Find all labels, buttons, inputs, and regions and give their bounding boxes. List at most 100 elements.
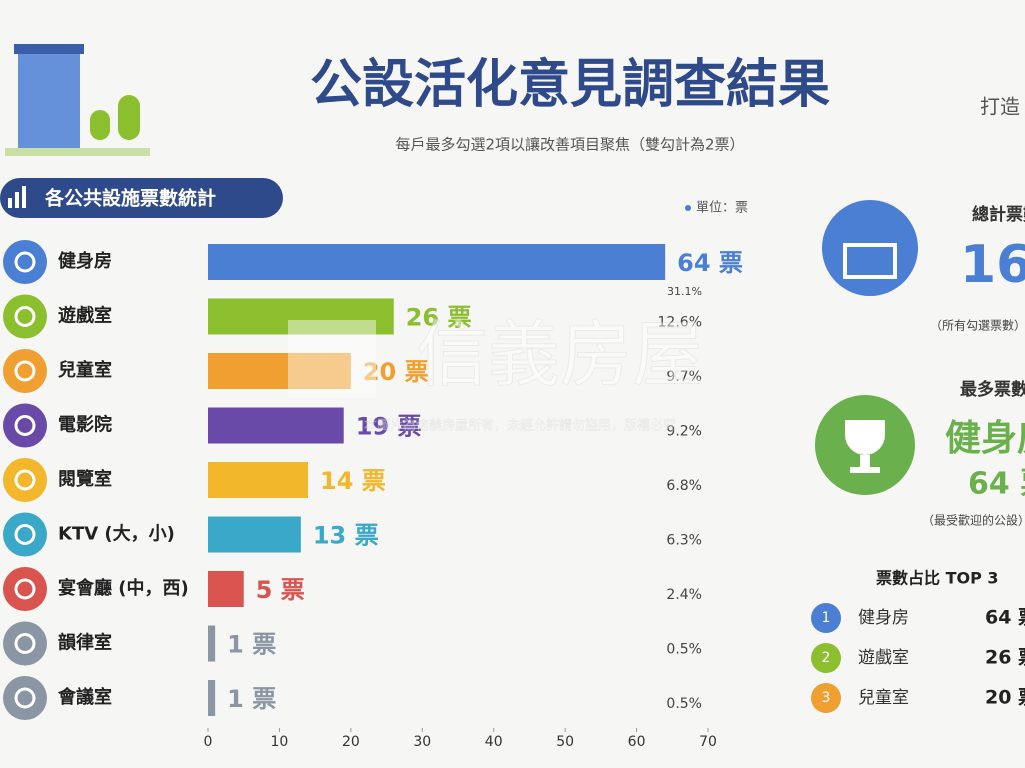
rank-value: 26 票	[985, 647, 1025, 669]
icon-glyph	[14, 415, 36, 436]
category-icon	[3, 676, 47, 720]
building-icon	[5, 44, 150, 156]
top-title: 最多票數	[960, 379, 1025, 400]
bar	[208, 680, 216, 716]
value-label: 26 票	[406, 304, 472, 332]
category-label: 宴會廳 (中，西)	[58, 577, 189, 599]
category-icon	[3, 403, 47, 448]
bar	[208, 353, 351, 389]
value-label: 1 票	[227, 631, 276, 659]
share-label: 2.4%	[666, 587, 702, 603]
value-label: 14 票	[320, 467, 386, 495]
icon-glyph	[14, 633, 36, 654]
top-value: 64 票	[968, 467, 1025, 502]
page-subtitle: 每戶最多勾選2項以讓改善項目聚焦（雙勾計為2票）	[395, 136, 744, 154]
bar	[208, 407, 344, 444]
bar	[208, 516, 301, 553]
category-icon	[3, 567, 47, 611]
category-icon	[3, 349, 47, 393]
rank-badge	[811, 603, 841, 633]
category-label: 閱覽室	[58, 468, 112, 490]
section-title: 各公共設施票數統計	[44, 187, 216, 210]
x-tick-label: 60	[628, 734, 646, 750]
ballot-icon	[822, 200, 918, 296]
rank-number: 2	[822, 650, 831, 666]
share-label: 9.2%	[666, 424, 702, 440]
tagline: 打造	[980, 95, 1020, 119]
rank-name: 兒童室	[858, 688, 909, 708]
icon-glyph	[14, 687, 36, 709]
trophy	[845, 420, 885, 473]
rank-number: 3	[822, 690, 831, 706]
category-label: 電影院	[58, 414, 112, 436]
value-label: 64 票	[677, 249, 743, 277]
unit-note: 單位：票	[696, 201, 748, 216]
total-note: （所有勾選票數）	[930, 319, 1025, 333]
x-tick-label: 10	[271, 734, 289, 750]
share-label: 0.5%	[666, 642, 702, 658]
x-tick-label: 40	[485, 734, 503, 750]
rank-list: 1 健身房 64 票 2 遊戲室 26 票 3 兒童室 20 票	[811, 603, 1025, 713]
rank-number: 1	[822, 610, 831, 626]
value-label: 19 票	[356, 413, 422, 441]
share-label: 9.7%	[666, 369, 702, 385]
category-icon	[3, 240, 47, 284]
category-label: 會議室	[58, 686, 112, 708]
watermark-notice: 本圖片為信義房屋所有，未經允許請勿盜用，版權必究	[364, 418, 676, 434]
page-title: 公設活化意見調查結果	[310, 55, 830, 115]
x-tick-label: 0	[204, 734, 213, 750]
summary-panel: 總計票數 163 （所有勾選票數） 最多票數 健身房 64 票 （最受歡迎的公設…	[811, 200, 1025, 713]
share-label: 12.6%	[658, 315, 702, 331]
total-value: 163	[960, 235, 1025, 295]
category-label: 韻律室	[58, 632, 112, 654]
value-label: 13 票	[313, 522, 379, 550]
category-icon	[3, 512, 47, 557]
bars-icon	[8, 186, 26, 208]
top-note: （最受歡迎的公設）	[922, 513, 1025, 528]
watermark: 信義房屋 本圖片為信義房屋所有，未經允許請勿盜用，版權必究	[288, 312, 705, 434]
rank-title: 票數占比 TOP 3	[876, 569, 999, 588]
share-label: 31.1%	[667, 285, 702, 298]
share-label: 6.8%	[666, 478, 702, 494]
unit-dot	[685, 205, 691, 211]
bar	[208, 462, 308, 498]
watermark-brand: 信義房屋	[416, 313, 704, 397]
icon-glyph	[14, 578, 36, 600]
ballot-box	[843, 243, 897, 279]
icon-glyph	[14, 251, 36, 273]
icon-glyph	[14, 524, 36, 545]
category-label: 遊戲室	[58, 305, 112, 327]
rank-name: 健身房	[858, 608, 909, 628]
plot: 0 10 20 30 40 50 60 70 健身房 64 票 31.1% 遊戲室 26 票 12.6% 兒…	[3, 240, 743, 750]
rank-value: 64 票	[985, 607, 1025, 629]
x-tick-label: 30	[413, 734, 431, 750]
bar	[208, 625, 216, 662]
bar	[208, 244, 666, 280]
x-tick-label: 50	[556, 734, 574, 750]
bar	[208, 571, 244, 607]
x-tick-label: 70	[699, 734, 717, 750]
share-label: 6.3%	[666, 533, 702, 549]
rank-value: 20 票	[985, 687, 1025, 709]
top-name: 健身房	[945, 418, 1025, 459]
category-label: 兒童室	[58, 359, 112, 381]
icon-glyph	[14, 360, 36, 382]
category-label: KTV (大，小)	[58, 523, 175, 545]
rank-name: 遊戲室	[858, 648, 909, 668]
total-title: 總計票數	[972, 204, 1025, 225]
category-label: 健身房	[58, 250, 112, 272]
category-icon	[3, 621, 47, 666]
share-label: 0.5%	[666, 696, 702, 712]
value-label: 1 票	[227, 685, 276, 713]
section-banner	[0, 178, 283, 218]
bar	[208, 298, 394, 335]
icon-glyph	[14, 306, 36, 327]
value-label: 5 票	[256, 576, 305, 604]
x-tick-label: 20	[342, 734, 360, 750]
value-label: 20 票	[363, 358, 429, 386]
rank-badge	[811, 683, 841, 713]
category-icon	[3, 294, 47, 339]
category-icon	[3, 458, 47, 502]
